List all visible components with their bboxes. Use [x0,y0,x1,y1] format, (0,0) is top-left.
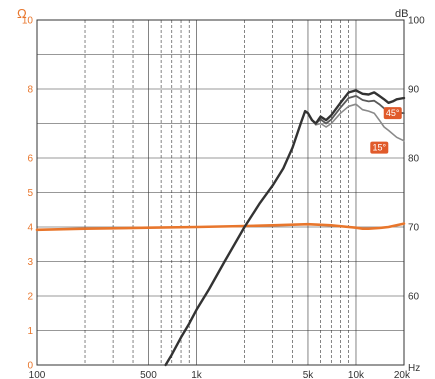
x-axis-unit: Hz [408,363,420,374]
left-tick-label: 5 [27,188,33,199]
x-tick-label: 20k [394,370,411,379]
left-tick-label: 10 [22,16,34,27]
impedance-line [35,222,406,232]
left-tick-label: 8 [27,85,33,96]
left-axis-unit: Ω [17,6,27,21]
x-tick-label: 100 [29,370,46,379]
right-tick-label: 100 [408,16,425,27]
response-on-axis-line [164,89,406,367]
x-tick-label: 10k [348,370,365,379]
right-tick-label: 80 [408,154,420,165]
right-axis-unit: dB [395,8,408,20]
left-tick-label: 3 [27,257,33,268]
annotations: 45° 15° [370,107,402,154]
annotation-badge [370,141,389,154]
x-tick-label: 5k [303,370,315,379]
response-15-line [311,103,405,142]
grid [37,20,404,365]
tick-labels: 0 1 2 3 4 5 6 8 10 60 70 80 90 100 100 500 1k 5k 10k 20k [22,16,425,379]
annotation-badge [383,107,402,120]
left-tick-label: 4 [27,223,33,234]
annotation-label: 15° [372,143,386,153]
annotation-label: 45° [386,108,400,118]
left-tick-label: 1 [27,326,33,337]
right-tick-label: 70 [408,223,420,234]
left-tick-label: 6 [27,154,33,165]
plot-frame [36,19,405,366]
right-tick-label: 60 [408,292,420,303]
series-group [35,89,406,367]
left-tick-label: 0 [27,361,33,372]
right-tick-label: 90 [408,85,420,96]
left-tick-label: 2 [27,292,33,303]
x-tick-label: 500 [140,370,157,379]
x-tick-label: 1k [191,370,203,379]
